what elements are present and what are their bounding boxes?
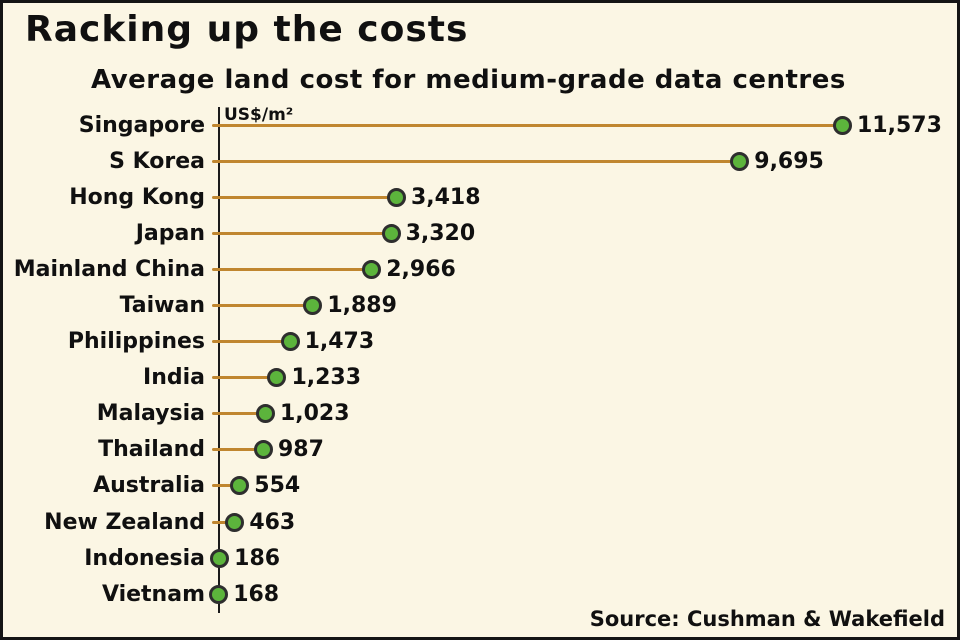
value-label: 1,023 xyxy=(279,401,350,427)
lollipop: 1,473 xyxy=(212,329,374,354)
lollipop: 987 xyxy=(212,437,324,462)
lollipop-stem xyxy=(212,123,837,127)
lollipop-dot xyxy=(255,404,275,424)
lollipop-stem xyxy=(212,448,258,452)
lollipop: 9,695 xyxy=(212,149,824,174)
chart-row: Thailand 987 xyxy=(13,432,953,468)
chart-row: Hong Kong 3,418 xyxy=(13,179,953,215)
lollipop-stem xyxy=(212,412,260,416)
chart-row: Singapore 11,573 xyxy=(13,107,953,143)
category-label: Australia xyxy=(93,473,205,499)
lollipop: 463 xyxy=(212,510,295,535)
lollipop-dot xyxy=(225,512,245,532)
lollipop-dot xyxy=(267,368,287,388)
chart-subtitle: Average land cost for medium-grade data … xyxy=(91,65,846,95)
chart-area: US$/m² Singapore 11,573 S Korea 9,695 Hong K… xyxy=(13,105,953,613)
lollipop-dot xyxy=(386,187,406,207)
category-label: Indonesia xyxy=(84,545,205,571)
value-label: 1,473 xyxy=(304,329,375,355)
value-label: 1,889 xyxy=(327,293,397,319)
value-label: 2,966 xyxy=(386,256,456,282)
category-label: Thailand xyxy=(98,437,205,463)
lollipop-stem xyxy=(212,520,230,524)
lollipop: 186 xyxy=(210,545,281,571)
lollipop-stem xyxy=(212,159,735,163)
lollipop-stem xyxy=(212,376,272,380)
lollipop-dot xyxy=(303,296,323,316)
lollipop-dot xyxy=(730,151,750,171)
lollipop: 3,418 xyxy=(212,185,481,210)
category-label: Vietnam xyxy=(101,581,205,607)
lollipop: 1,233 xyxy=(212,365,361,390)
chart-row: India 1,233 xyxy=(13,360,953,396)
lollipop: 11,573 xyxy=(212,113,942,138)
category-label: Philippines xyxy=(67,329,205,355)
lollipop-dot xyxy=(362,259,382,279)
value-label: 1,233 xyxy=(291,365,362,391)
value-label: 186 xyxy=(234,545,281,571)
chart-row: Malaysia 1,023 xyxy=(13,396,953,432)
lollipop: 554 xyxy=(212,473,300,498)
lollipop-dot xyxy=(210,548,230,568)
value-label: 987 xyxy=(277,437,324,463)
category-label: India xyxy=(143,365,205,391)
lollipop-stem xyxy=(212,304,308,308)
lollipop-stem xyxy=(212,340,285,344)
value-label: 3,320 xyxy=(405,220,476,246)
lollipop-dot xyxy=(833,115,852,135)
lollipop: 1,889 xyxy=(212,293,397,318)
lollipop: 1,023 xyxy=(212,401,350,426)
lollipop-stem xyxy=(212,231,386,235)
lollipop-stem xyxy=(212,484,235,488)
category-label: Malaysia xyxy=(96,401,205,427)
lollipop-dot xyxy=(209,584,229,604)
y-axis-line xyxy=(218,107,220,613)
chart-row: S Korea 9,695 xyxy=(13,143,953,179)
source-credit: Source: Cushman & Wakefield xyxy=(589,607,945,631)
chart-row: Vietnam 168 xyxy=(13,576,953,612)
value-label: 463 xyxy=(249,509,296,535)
chart-row: Philippines 1,473 xyxy=(13,324,953,360)
value-label: 168 xyxy=(233,581,280,607)
lollipop: 168 xyxy=(209,581,280,607)
lollipop-dot xyxy=(381,223,401,243)
category-label: New Zealand xyxy=(44,509,205,535)
category-label: Singapore xyxy=(78,112,205,138)
lollipop-stem xyxy=(212,267,367,271)
lollipop-dot xyxy=(253,440,273,460)
category-label: Japan xyxy=(135,220,205,246)
chart-row: Taiwan 1,889 xyxy=(13,287,953,323)
category-label: Hong Kong xyxy=(69,184,205,210)
lollipop-dot xyxy=(280,332,300,352)
lollipop: 3,320 xyxy=(212,221,475,246)
category-label: Mainland China xyxy=(13,256,205,282)
lollipop-stem xyxy=(212,195,391,199)
value-label: 554 xyxy=(254,473,301,499)
plot-area: Singapore 11,573 S Korea 9,695 Hong Kong 3,41… xyxy=(13,107,953,613)
value-label: 9,695 xyxy=(754,148,824,174)
chart-row: Japan 3,320 xyxy=(13,215,953,251)
chart-row: Mainland China 2,966 xyxy=(13,251,953,287)
category-label: Taiwan xyxy=(119,293,205,319)
chart-row: New Zealand 463 xyxy=(13,504,953,540)
lollipop: 2,966 xyxy=(212,257,456,282)
chart-title: Racking up the costs xyxy=(25,9,469,50)
axis-unit-label: US$/m² xyxy=(224,105,294,125)
value-label: 11,573 xyxy=(857,112,942,138)
chart-row: Indonesia 186 xyxy=(13,540,953,576)
category-label: S Korea xyxy=(109,148,205,174)
lollipop-dot xyxy=(230,476,250,496)
value-label: 3,418 xyxy=(410,184,481,210)
chart-row: Australia 554 xyxy=(13,468,953,504)
